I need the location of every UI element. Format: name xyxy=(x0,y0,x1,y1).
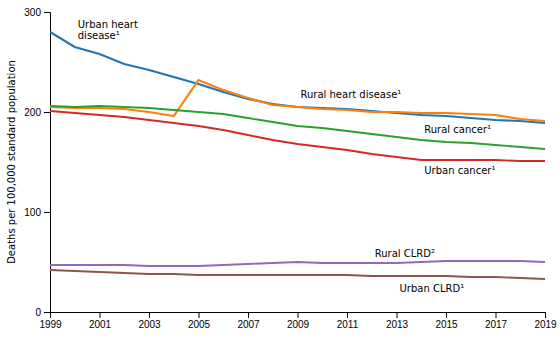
x-tick-mark xyxy=(446,312,447,318)
series-label: Rural cancer¹ xyxy=(424,124,491,135)
series-label-line: Rural heart disease¹ xyxy=(301,89,402,100)
x-tick: 2001 xyxy=(89,312,112,330)
y-tick-label: 200 xyxy=(24,107,41,118)
x-axis: 1999 2001 2003 2005 2007 2009 2011 2013 2015 2017… xyxy=(39,312,557,330)
series-label-line: disease¹ xyxy=(78,30,120,41)
x-tick-label: 2015 xyxy=(435,319,458,330)
x-tick: 2017 xyxy=(485,312,508,330)
series-label-line: Rural cancer¹ xyxy=(424,124,491,135)
x-tick-label: 2011 xyxy=(337,319,359,330)
series-label: Rural CLRD² xyxy=(375,248,435,259)
x-tick-label: 2009 xyxy=(287,319,310,330)
x-tick-label: 2017 xyxy=(485,319,508,330)
chart: 1999 2001 2003 2005 2007 2009 2011 2013 2015 2017… xyxy=(0,0,560,340)
y-tick-mark xyxy=(44,112,50,113)
series-label-line: Urban CLRD¹ xyxy=(400,283,465,294)
series-label-line: Rural CLRD² xyxy=(375,248,435,259)
y-axis-title: Deaths per 100,000 standard population xyxy=(6,60,17,264)
x-tick-label: 2019 xyxy=(534,319,557,330)
x-tick-mark xyxy=(149,312,150,318)
series-line xyxy=(50,106,545,149)
x-tick-label: 2005 xyxy=(188,319,211,330)
x-tick-mark xyxy=(199,312,200,318)
series-label-line: Urban heart xyxy=(78,19,138,30)
series-label: Urban heartdisease¹ xyxy=(78,19,138,41)
y-axis-line xyxy=(44,13,51,313)
y-tick-mark xyxy=(44,312,50,313)
x-tick: 1999 xyxy=(39,312,62,330)
x-axis-line xyxy=(51,313,546,319)
y-tick: 0 xyxy=(35,307,50,318)
lines xyxy=(50,32,545,279)
x-tick: 2013 xyxy=(386,312,409,330)
series-line xyxy=(50,261,545,266)
y-tick: 300 xyxy=(24,7,50,18)
series-label: Urban CLRD¹ xyxy=(400,283,465,294)
x-tick-mark xyxy=(100,312,101,318)
x-tick-label: 2001 xyxy=(89,319,112,330)
x-tick-mark xyxy=(248,312,249,318)
y-tick-label: 100 xyxy=(24,207,41,218)
y-axis: 0 100 200 300 xyxy=(24,7,50,318)
y-tick-label: 300 xyxy=(24,7,41,18)
annotations: Urban heartdisease¹ Rural heart disease¹ R… xyxy=(78,19,496,294)
x-tick-label: 2013 xyxy=(386,319,409,330)
x-tick-mark xyxy=(347,312,348,318)
x-tick: 2019 xyxy=(534,312,557,330)
series-label: Urban cancer¹ xyxy=(424,165,495,176)
series-label-line: Urban cancer¹ xyxy=(424,165,495,176)
x-tick: 2011 xyxy=(337,312,359,330)
x-tick-mark xyxy=(545,312,546,318)
series-label: Rural heart disease¹ xyxy=(301,89,402,100)
y-tick: 100 xyxy=(24,207,50,218)
x-tick: 2009 xyxy=(287,312,310,330)
x-tick: 2007 xyxy=(237,312,260,330)
x-tick-mark xyxy=(496,312,497,318)
x-tick: 2005 xyxy=(188,312,211,330)
y-tick-mark xyxy=(44,212,50,213)
y-tick-mark xyxy=(44,12,50,13)
y-tick-label: 0 xyxy=(35,307,41,318)
series-line xyxy=(50,111,545,161)
x-tick-label: 2007 xyxy=(237,319,260,330)
series-line xyxy=(50,270,545,279)
y-tick: 200 xyxy=(24,107,50,118)
x-tick-mark xyxy=(298,312,299,318)
plot: 1999 2001 2003 2005 2007 2009 2011 2013 2015 2017… xyxy=(24,7,557,330)
x-tick-label: 1999 xyxy=(39,319,62,330)
x-tick: 2003 xyxy=(138,312,161,330)
x-tick: 2015 xyxy=(435,312,458,330)
x-tick-mark xyxy=(397,312,398,318)
series-line xyxy=(50,80,545,121)
x-tick-label: 2003 xyxy=(138,319,161,330)
series-line xyxy=(50,32,545,123)
